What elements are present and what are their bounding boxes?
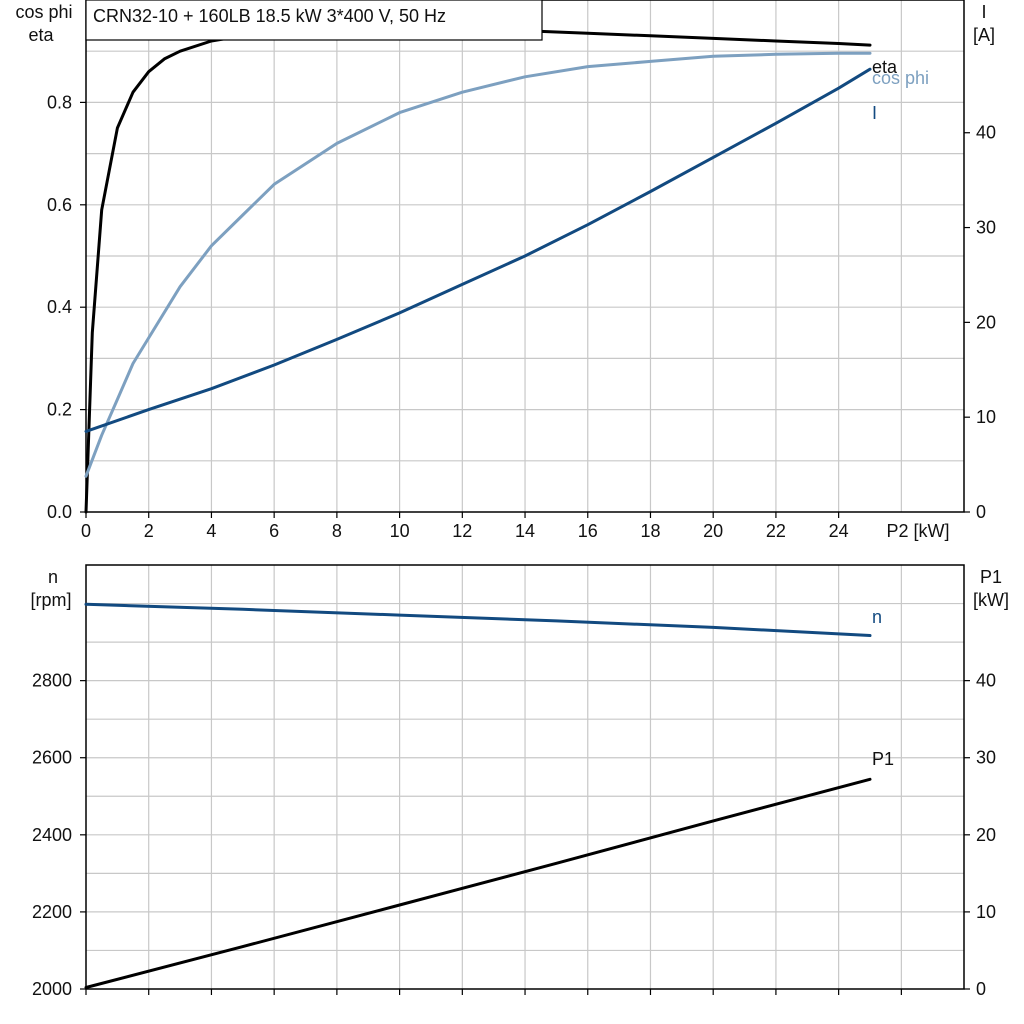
x-tick-label: 16 (578, 521, 598, 541)
x-tick-label: 12 (452, 521, 472, 541)
x-tick-label: 4 (206, 521, 216, 541)
series-label-p1: P1 (872, 749, 894, 769)
x-tick-label: 2 (144, 521, 154, 541)
x-axis-label-p2: P2 [kW] (886, 521, 949, 541)
chart-title: CRN32-10 + 160LB 18.5 kW 3*400 V, 50 Hz (93, 6, 446, 26)
series-label-eta: eta (872, 57, 898, 77)
y-left-tick-label: 2000 (32, 979, 72, 999)
y-left-tick-label: 0.2 (47, 400, 72, 420)
right-axis-unit-kw: [kW] (973, 590, 1009, 610)
x-tick-label: 8 (332, 521, 342, 541)
y-left-tick-label: 2600 (32, 748, 72, 768)
left-axis-label-eta: eta (28, 25, 54, 45)
y-left-tick-label: 2400 (32, 825, 72, 845)
x-tick-label: 14 (515, 521, 535, 541)
y-right-tick-label: 40 (976, 123, 996, 143)
y-right-tick-label: 20 (976, 312, 996, 332)
left-axis-label-n: n (48, 567, 58, 587)
y-right-tick-label: 20 (976, 825, 996, 845)
y-right-tick-label: 10 (976, 902, 996, 922)
x-tick-label: 10 (390, 521, 410, 541)
top-chart-curves (84, 24, 872, 514)
bottom-chart-curves (84, 602, 872, 989)
right-axis-label-p1: P1 (980, 567, 1002, 587)
x-tick-label: 18 (640, 521, 660, 541)
y-right-tick-label: 10 (976, 407, 996, 427)
current-curve (84, 67, 872, 433)
series-label-n: n (872, 607, 882, 627)
right-axis-label-current: I (981, 2, 986, 22)
y-left-tick-label: 2800 (32, 671, 72, 691)
series-label-current: I (872, 103, 877, 123)
left-axis-label-cosphi: cos phi (15, 2, 72, 22)
y-right-tick-label: 30 (976, 748, 996, 768)
y-right-tick-label: 0 (976, 502, 986, 522)
left-axis-unit-rpm: [rpm] (30, 590, 71, 610)
speed-curve (84, 602, 872, 637)
cos-phi-curve (84, 51, 872, 478)
y-left-tick-label: 0.0 (47, 502, 72, 522)
y-left-tick-label: 2200 (32, 902, 72, 922)
y-left-tick-label: 0.6 (47, 195, 72, 215)
p1-curve (84, 777, 872, 989)
eta-curve (84, 24, 872, 514)
top-chart-ticks: 0 2 4 6 8 10 12 14 16 18 20 22 240.00.20.40.60.80102… (47, 92, 996, 541)
bottom-chart-grid (86, 565, 964, 989)
x-tick-label: 20 (703, 521, 723, 541)
y-left-tick-label: 0.4 (47, 297, 72, 317)
chart-title-box (85, 0, 543, 41)
x-tick-label: 22 (766, 521, 786, 541)
right-axis-unit-amps: [A] (973, 25, 995, 45)
bottom-chart-ticks: 2000 2200 2400 2600 2800 0 10 20 30 40 (32, 671, 996, 999)
series-label-cosphi: cos phi (872, 68, 929, 88)
y-left-tick-label: 0.8 (47, 92, 72, 112)
y-right-tick-label: 30 (976, 218, 996, 238)
y-right-tick-label: 40 (976, 671, 996, 691)
x-tick-label: 6 (269, 521, 279, 541)
x-tick-label: 24 (829, 521, 849, 541)
y-right-tick-label: 0 (976, 979, 986, 999)
x-tick-label: 0 (81, 521, 91, 541)
